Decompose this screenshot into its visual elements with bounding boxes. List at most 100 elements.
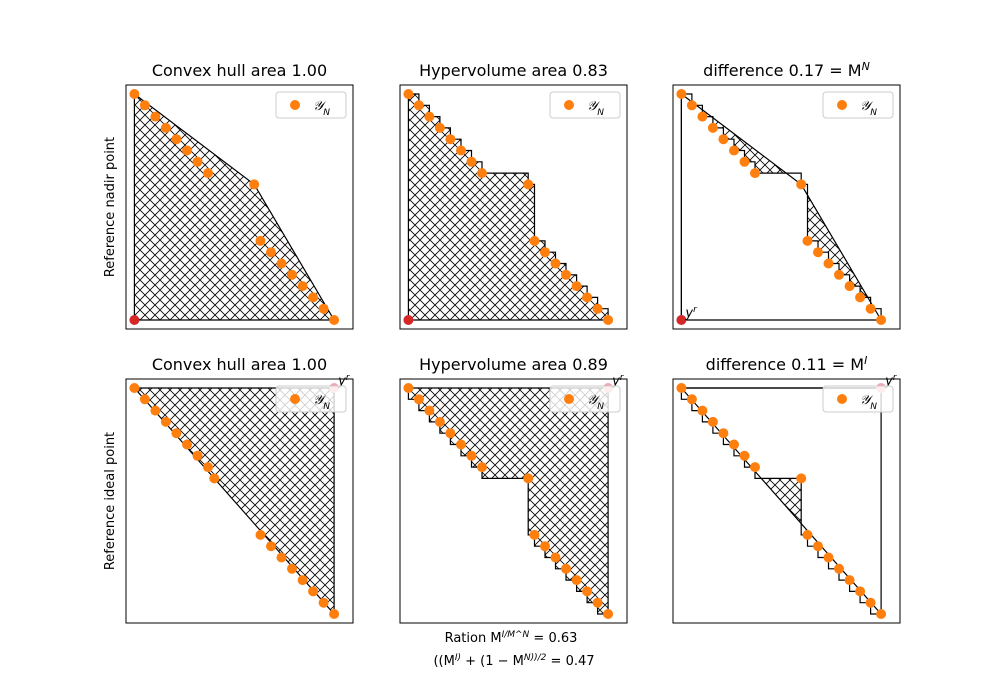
data-point (823, 258, 834, 269)
reference-point-label: yr (611, 373, 625, 389)
data-point (276, 552, 287, 563)
data-point (729, 145, 739, 156)
data-point (834, 269, 844, 280)
data-point (139, 394, 150, 405)
data-point (150, 405, 161, 416)
data-point (582, 586, 593, 597)
data-point (561, 269, 571, 280)
data-point (287, 269, 297, 280)
data-point (403, 89, 414, 99)
data-point (182, 439, 192, 450)
data-point (329, 609, 340, 619)
legend-marker (837, 100, 847, 110)
data-point (561, 563, 571, 574)
data-point (297, 281, 308, 292)
data-point (445, 134, 456, 145)
data-point (592, 303, 603, 314)
data-point (603, 609, 614, 619)
data-point (403, 383, 414, 393)
data-point (718, 428, 729, 439)
data-point (603, 315, 614, 325)
data-point (676, 89, 687, 99)
data-point (540, 541, 550, 552)
panel-title: difference 0.11 = MI (706, 354, 868, 375)
panel-title: Hypervolume area 0.83 (419, 61, 608, 80)
caption-average: ((MI) + (1 − MN))/2 = 0.47 (433, 653, 594, 669)
data-point (686, 394, 697, 405)
legend-marker (837, 394, 847, 404)
data-point (876, 315, 887, 325)
legend-box (275, 385, 347, 413)
data-point (686, 100, 697, 111)
data-point (466, 450, 477, 461)
axes-frame (125, 378, 354, 624)
data-point (203, 462, 213, 473)
data-point (276, 258, 287, 269)
data-point (255, 529, 266, 540)
data-point (834, 563, 844, 574)
data-point (802, 529, 813, 540)
panel-title: Hypervolume area 0.89 (419, 355, 608, 374)
reference-point-label: yr (884, 373, 898, 389)
data-point (150, 111, 161, 122)
data-point (466, 156, 477, 167)
data-point (550, 258, 561, 269)
axes-frame (672, 84, 901, 330)
data-point (739, 450, 750, 461)
legend-marker (564, 394, 574, 404)
data-point (844, 575, 855, 586)
data-point (266, 541, 276, 552)
reference-point (129, 315, 140, 325)
data-point (318, 597, 329, 608)
legend-marker (290, 100, 300, 110)
data-point (160, 416, 171, 427)
data-point (434, 122, 445, 133)
data-point (209, 473, 220, 484)
legend-marker (564, 100, 574, 110)
panel-title: Convex hull area 1.00 (152, 355, 327, 374)
data-point (413, 394, 424, 405)
data-point (456, 439, 466, 450)
axes-frame (399, 378, 628, 624)
data-point (424, 111, 435, 122)
reference-point (676, 315, 687, 325)
data-point (424, 405, 435, 416)
caption-ratio: Ration MI/M^N = 0.63 (445, 630, 578, 646)
data-point (823, 552, 834, 563)
data-point (523, 179, 534, 190)
data-point (266, 247, 276, 258)
data-point (813, 541, 823, 552)
data-point (182, 145, 192, 156)
axes-frame (399, 84, 628, 330)
data-point (571, 575, 582, 586)
data-point (129, 89, 140, 99)
data-point (171, 134, 182, 145)
data-point (129, 383, 140, 393)
data-point (249, 179, 260, 190)
data-point (477, 462, 487, 473)
data-point (718, 134, 729, 145)
data-point (171, 428, 182, 439)
hypervolume-outline (680, 387, 882, 615)
data-point (865, 597, 876, 608)
data-point (139, 100, 150, 111)
legend-box (822, 91, 894, 119)
y-axis-label: Reference nadir point (103, 137, 118, 277)
data-point (592, 597, 603, 608)
legend-box (549, 91, 621, 119)
data-point (308, 586, 319, 597)
data-point (192, 450, 203, 461)
data-point (802, 235, 813, 246)
data-point (540, 247, 550, 258)
y-axis-label: Reference ideal point (103, 432, 118, 570)
data-point (876, 609, 887, 619)
data-point (192, 156, 203, 167)
data-point (255, 235, 266, 246)
data-point (855, 586, 866, 597)
